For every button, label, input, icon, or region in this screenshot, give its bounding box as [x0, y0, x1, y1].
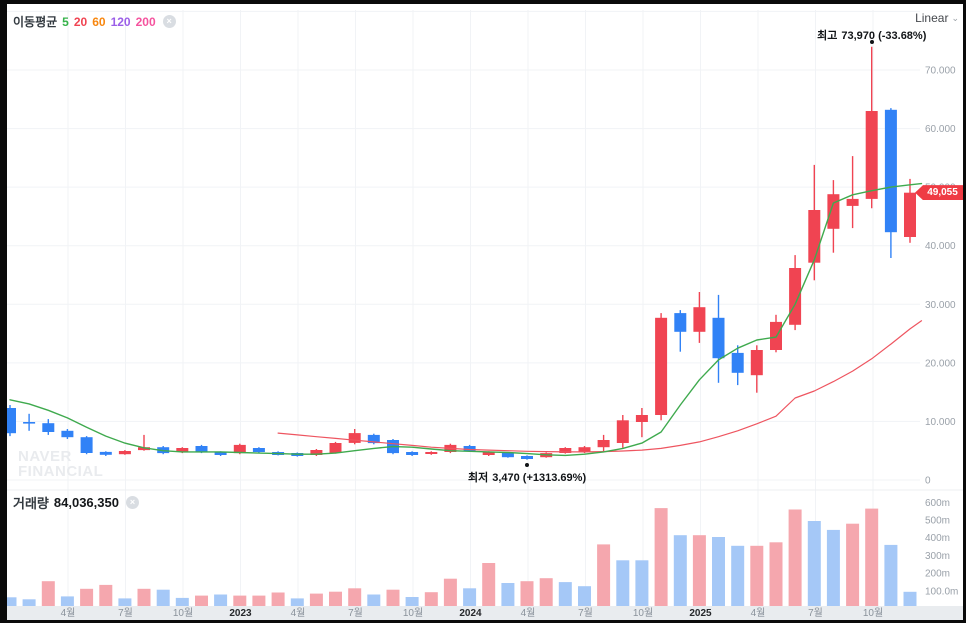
svg-text:10.000: 10.000 [925, 417, 956, 428]
svg-text:2024: 2024 [459, 608, 482, 619]
volume-close-icon[interactable]: × [125, 496, 139, 509]
ma-period-60: 60 [92, 14, 106, 29]
svg-text:10월: 10월 [403, 607, 423, 619]
volume-header: 거래량 84,036,350 × [13, 493, 139, 512]
legend-close-icon[interactable]: × [162, 15, 176, 28]
ma-period-20: 20 [73, 14, 88, 29]
volume-label: 거래량 [13, 496, 49, 511]
current-price-badge: 49,055 [915, 185, 963, 201]
svg-text:10월: 10월 [633, 607, 653, 619]
low-marker-dot [525, 462, 530, 467]
low-annotation: 최저 3,470 (+1313.69%) [468, 469, 586, 485]
svg-text:2023: 2023 [229, 608, 252, 619]
chart-panel: 70.00060.00050.00040.00030.00020.00010.0… [7, 4, 963, 620]
svg-text:4월: 4월 [521, 607, 536, 619]
scale-selector[interactable]: Linear ⌄ [915, 11, 959, 25]
svg-text:40.000: 40.000 [925, 241, 956, 252]
svg-text:4월: 4월 [61, 607, 76, 619]
svg-text:7월: 7월 [808, 607, 823, 619]
price-volume-chart[interactable]: 70.00060.00050.00040.00030.00020.00010.0… [7, 4, 963, 620]
svg-text:500m: 500m [925, 516, 950, 527]
high-annotation: 최고 73,970 (-33.68%) [817, 27, 926, 43]
svg-text:60.000: 60.000 [925, 124, 956, 135]
watermark-line1: NAVER [18, 448, 72, 465]
svg-text:600m: 600m [925, 498, 950, 509]
ma-period-5: 5 [62, 14, 69, 29]
svg-text:400m: 400m [925, 533, 950, 544]
moving-average-label: 이동평균 [13, 15, 58, 29]
ma-period-200: 200 [135, 14, 156, 29]
moving-average-legend: 이동평균 5 20 60 120 200 × [13, 13, 176, 30]
svg-text:4월: 4월 [751, 607, 766, 619]
low-annotation-value: 3,470 (+1313.69%) [492, 471, 587, 484]
scale-selector-label: Linear [915, 11, 949, 25]
low-annotation-label: 최저 [467, 471, 489, 484]
svg-text:4월: 4월 [291, 607, 306, 619]
high-annotation-label: 최고 [817, 29, 838, 42]
svg-text:70.000: 70.000 [925, 66, 956, 77]
svg-text:0: 0 [925, 476, 931, 487]
svg-text:300m: 300m [925, 551, 950, 562]
svg-text:10월: 10월 [863, 607, 883, 619]
ma-period-120: 120 [110, 14, 131, 29]
volume-value: 84,036,350 [53, 495, 119, 510]
svg-text:200m: 200m [925, 569, 950, 580]
chevron-down-icon: ⌄ [951, 12, 959, 23]
high-annotation-value: 73,970 (-33.68%) [841, 29, 927, 42]
svg-text:2025: 2025 [689, 608, 712, 619]
watermark-line2: FINANCIAL [18, 462, 104, 480]
svg-text:10월: 10월 [173, 607, 193, 619]
high-marker-dot [869, 40, 874, 45]
svg-text:30.000: 30.000 [925, 300, 956, 311]
svg-text:7월: 7월 [118, 607, 133, 619]
svg-text:7월: 7월 [348, 607, 363, 619]
svg-text:7월: 7월 [578, 607, 593, 619]
svg-text:20.000: 20.000 [925, 358, 956, 369]
svg-text:100.0m: 100.0m [925, 586, 958, 597]
watermark: NAVER FINANCIAL [18, 448, 104, 480]
